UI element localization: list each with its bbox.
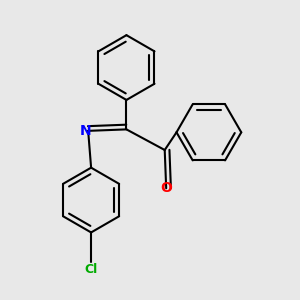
- Text: Cl: Cl: [85, 263, 98, 276]
- Text: N: N: [80, 124, 91, 138]
- Text: O: O: [160, 181, 172, 195]
